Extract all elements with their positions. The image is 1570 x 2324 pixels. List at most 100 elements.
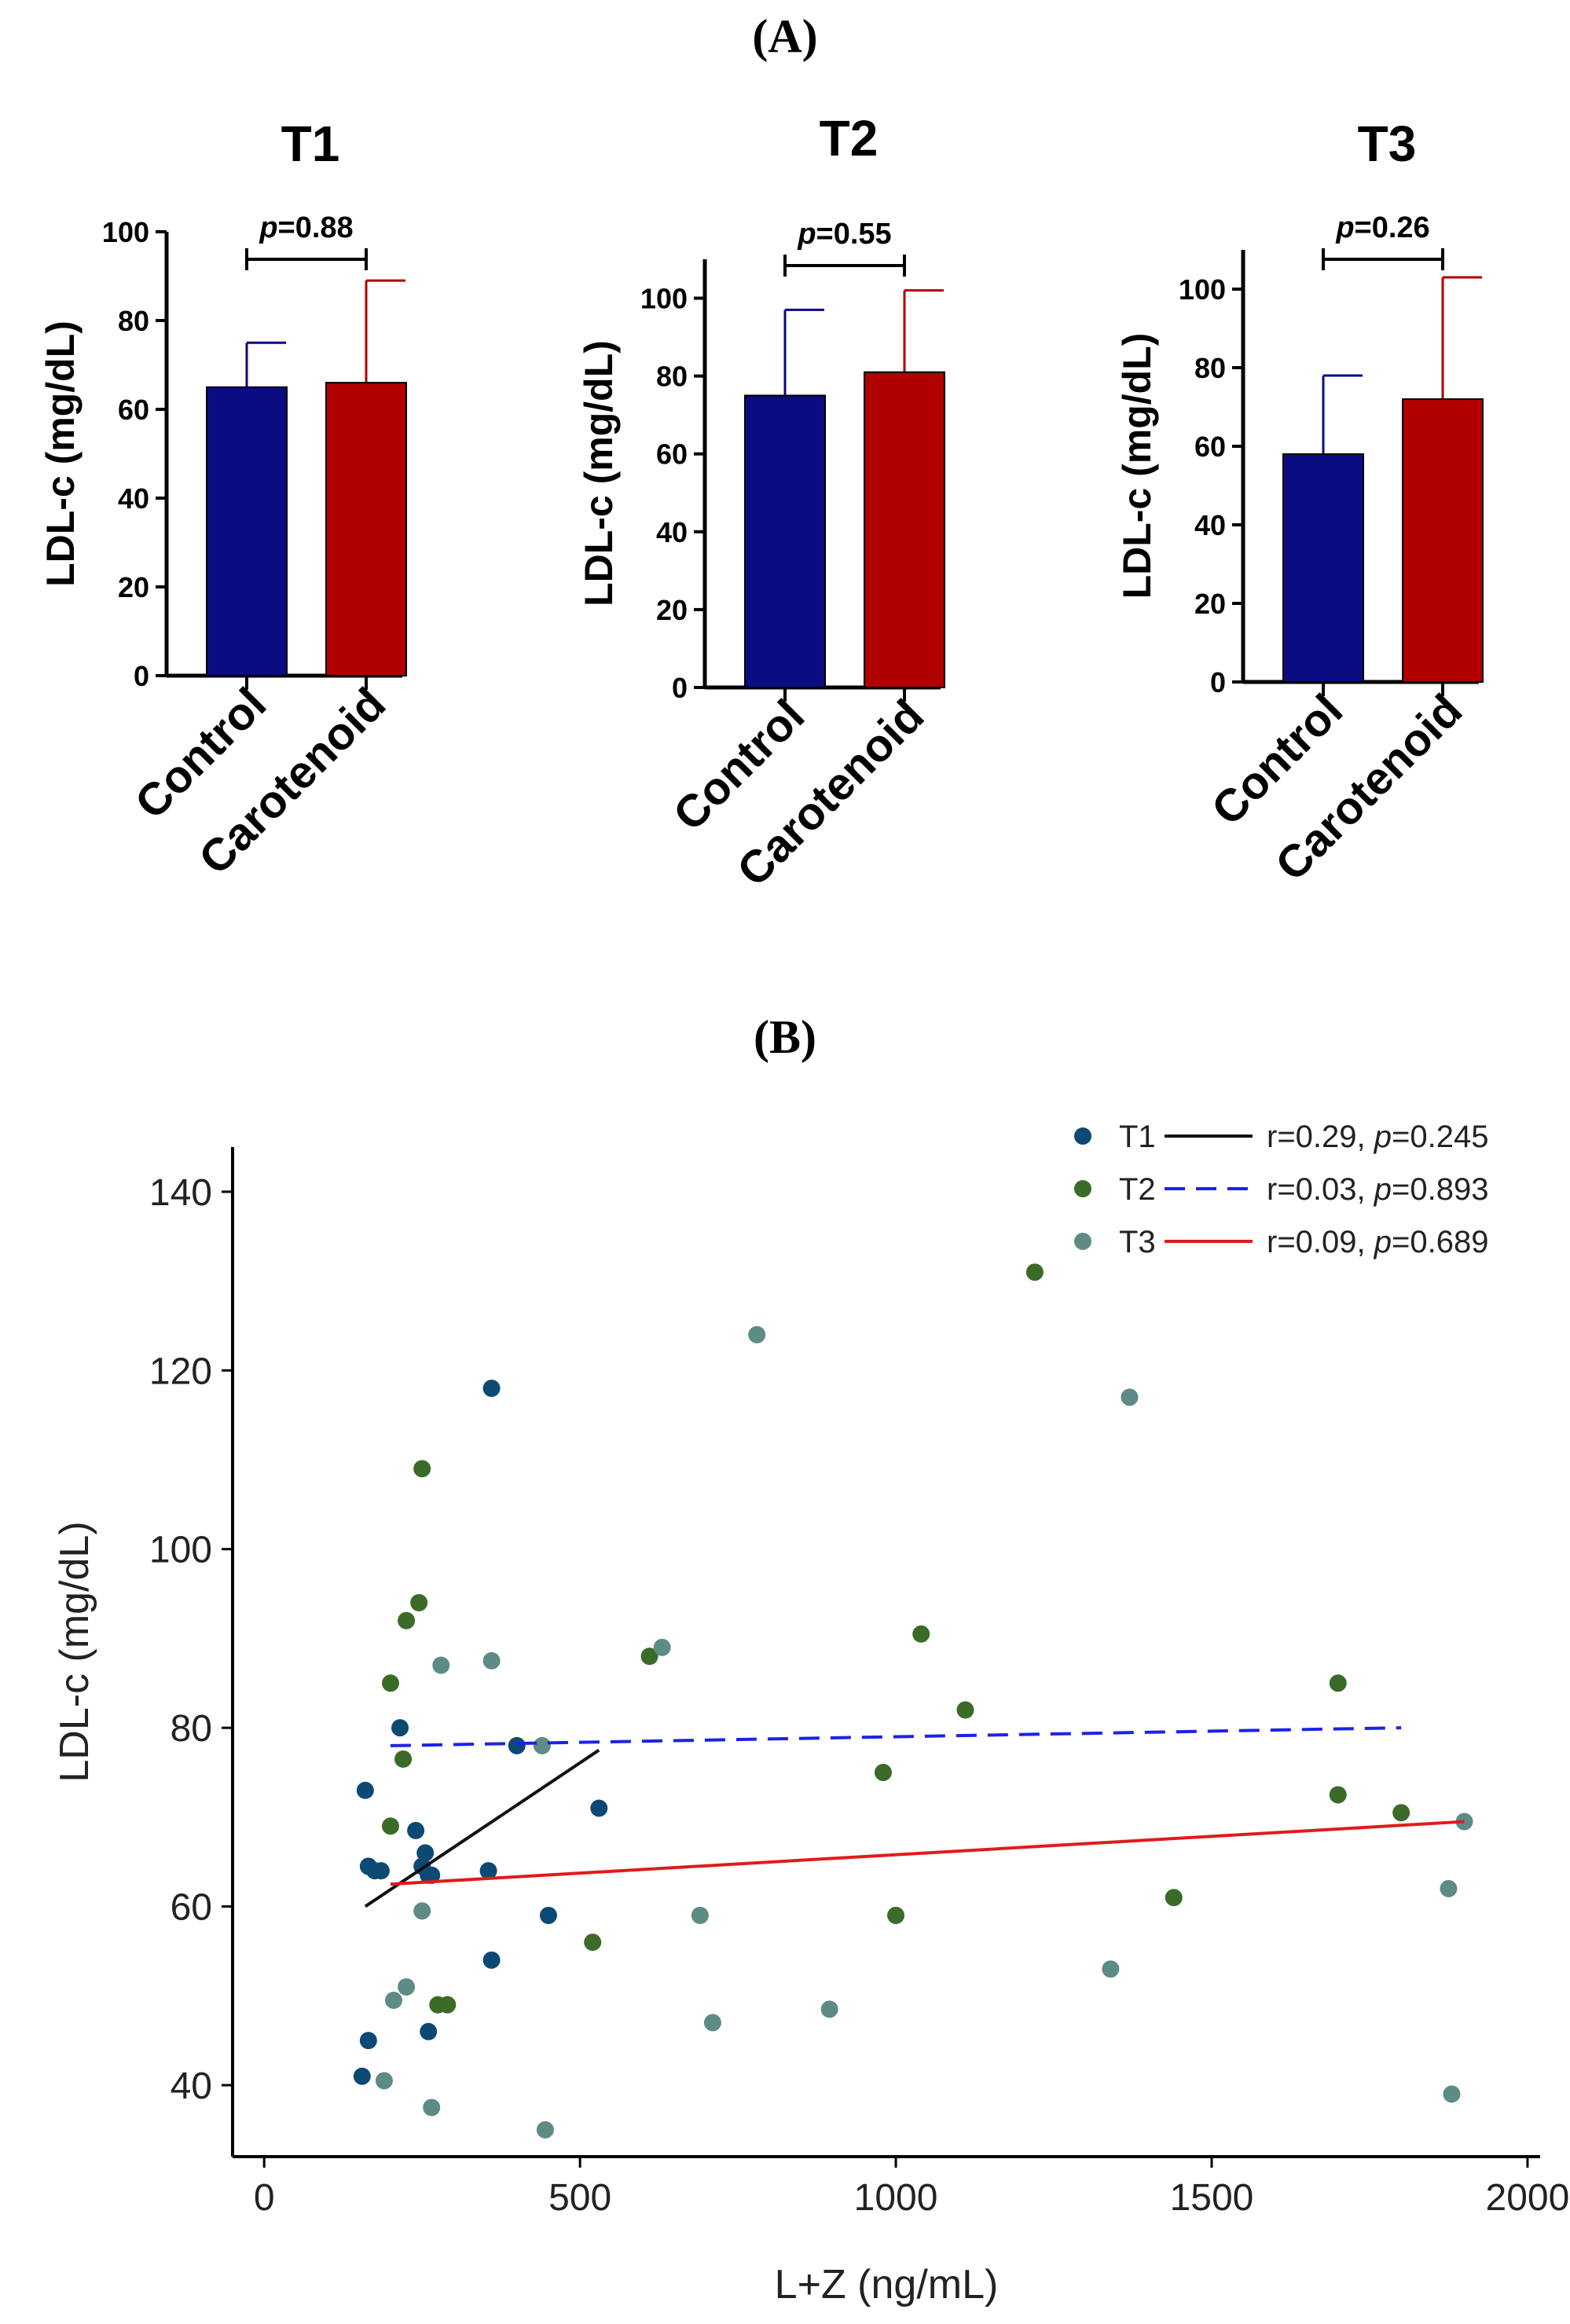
y-tick-label: 20 xyxy=(1194,588,1226,620)
y-tick-label: 60 xyxy=(656,438,688,471)
data-point-t2 xyxy=(410,1593,428,1611)
data-point-t2 xyxy=(381,1817,399,1835)
data-point-t2 xyxy=(438,1996,457,2014)
data-point-t3 xyxy=(1102,1960,1120,1978)
data-point-t1 xyxy=(353,2067,371,2085)
y-tick-label: 100 xyxy=(640,283,688,315)
legend-stat-r: r=0.03, xyxy=(1267,1172,1374,1207)
data-point-t3 xyxy=(748,1325,766,1343)
y-tick-label: 80 xyxy=(118,305,149,337)
y-tick-label: 0 xyxy=(134,660,149,692)
data-point-t3 xyxy=(1440,1879,1458,1897)
y-tick-label: 100 xyxy=(1179,273,1226,306)
data-point-t3 xyxy=(536,2121,554,2139)
bar-carotenoid xyxy=(325,382,407,676)
data-point-t3 xyxy=(384,1991,402,2009)
y-tick-label: 40 xyxy=(171,2066,212,2107)
x-tick-label: 1000 xyxy=(854,2177,938,2219)
data-point-t2 xyxy=(1392,1804,1410,1822)
y-tick-label: 60 xyxy=(118,394,149,426)
y-tick-label: 100 xyxy=(149,1530,212,1571)
data-point-t2 xyxy=(413,1460,431,1478)
y-tick-label: 0 xyxy=(1210,666,1226,698)
legend-stat-p-prefix: p xyxy=(1374,1172,1392,1207)
data-point-t2 xyxy=(394,1750,413,1768)
y-tick-label: 40 xyxy=(656,516,688,548)
bar-control xyxy=(744,394,826,688)
legend-stat-p: =0.245 xyxy=(1392,1120,1488,1154)
legend-stat-p-prefix: p xyxy=(1374,1225,1392,1259)
legend-label-t2: T2 xyxy=(1119,1172,1156,1207)
y-tick-label: 80 xyxy=(656,361,688,393)
p-value-prefix: p xyxy=(1335,211,1354,244)
fit-line-t3 xyxy=(390,1820,1465,1886)
y-tick-label: 60 xyxy=(171,1887,212,1929)
x-tick-label: 2000 xyxy=(1486,2177,1570,2219)
data-point-t1 xyxy=(359,2032,377,2050)
data-point-t2 xyxy=(887,1906,905,1924)
legend: T1 r=0.29, p=0.245 T2 r=0.03, p=0.893 T3 r=0.… xyxy=(1074,1120,1488,1259)
x-tick-label: 500 xyxy=(548,2177,611,2219)
y-tick-label: 40 xyxy=(1194,509,1226,541)
legend-stat-r: r=0.09, xyxy=(1267,1225,1374,1259)
chart-title: T2 xyxy=(820,110,879,167)
series-t1 xyxy=(353,1380,608,2085)
legend-stat-t2: r=0.03, p=0.893 xyxy=(1267,1172,1488,1207)
x-tick-label: 1500 xyxy=(1170,2177,1254,2219)
data-point-t1 xyxy=(590,1799,608,1817)
legend-stat-p: =0.893 xyxy=(1392,1172,1488,1207)
data-point-t1 xyxy=(416,1844,435,1862)
y-axis-label: LDL-c (mg/dL) xyxy=(1115,333,1159,599)
p-value: =0.55 xyxy=(816,218,892,251)
data-point-t1 xyxy=(391,1719,409,1737)
data-point-t2 xyxy=(584,1934,602,1952)
y-axis-label: LDL-c (mg/dL) xyxy=(39,321,83,587)
y-axis-label: LDL-c (mg/dL) xyxy=(577,340,621,607)
data-point-t2 xyxy=(874,1764,892,1782)
data-point-t2 xyxy=(956,1701,974,1719)
p-value: =0.88 xyxy=(278,211,354,244)
p-value-label: p=0.88 xyxy=(259,211,353,244)
data-point-t3 xyxy=(423,2099,441,2117)
legend-stat-p-prefix: p xyxy=(1374,1120,1392,1154)
legend-stat-t1: r=0.29, p=0.245 xyxy=(1267,1120,1488,1154)
data-point-t1 xyxy=(420,2022,438,2040)
data-point-t1 xyxy=(508,1736,526,1754)
data-point-t2 xyxy=(912,1625,930,1643)
legend-stat-t3: r=0.09, p=0.689 xyxy=(1267,1225,1488,1259)
data-point-t2 xyxy=(1165,1889,1183,1907)
legend-marker-t1 xyxy=(1074,1127,1091,1145)
p-value-label: p=0.55 xyxy=(797,218,891,251)
legend-stat-p: =0.689 xyxy=(1392,1225,1488,1259)
data-point-t2 xyxy=(398,1611,416,1629)
legend-label-t3: T3 xyxy=(1119,1225,1156,1259)
y-tick-label: 20 xyxy=(118,571,149,603)
p-value-label: p=0.26 xyxy=(1335,211,1429,244)
data-point-t3 xyxy=(482,1651,501,1670)
data-point-t2 xyxy=(381,1674,399,1692)
bar-control xyxy=(206,386,288,676)
data-point-t2 xyxy=(1025,1263,1044,1281)
data-point-t3 xyxy=(1443,2085,1461,2103)
legend-marker-t3 xyxy=(1074,1233,1091,1250)
y-tick-label: 80 xyxy=(1194,352,1226,384)
legend-label-t1: T1 xyxy=(1119,1120,1156,1154)
data-point-t1 xyxy=(407,1821,425,1839)
y-tick-label: 60 xyxy=(1194,431,1226,463)
fit-line-t2 xyxy=(390,1726,1402,1747)
data-point-t3 xyxy=(375,2072,393,2090)
data-point-t3 xyxy=(432,1656,450,1674)
scatter-chart-panel-b: 40 60 80 100 120 140 0 500 1000 1500 2000 L+Z (ng/m… xyxy=(52,1120,1569,2308)
data-point-t3 xyxy=(398,1978,416,1996)
y-axis-label: LDL-c (mg/dL) xyxy=(52,1521,97,1782)
data-point-t1 xyxy=(423,1866,441,1884)
data-point-t1 xyxy=(372,1862,390,1880)
y-tick-label: 20 xyxy=(656,594,688,626)
data-point-t1 xyxy=(479,1862,497,1880)
p-value: =0.26 xyxy=(1355,211,1430,244)
data-point-t3 xyxy=(691,1906,709,1924)
data-point-t1 xyxy=(482,1380,501,1398)
